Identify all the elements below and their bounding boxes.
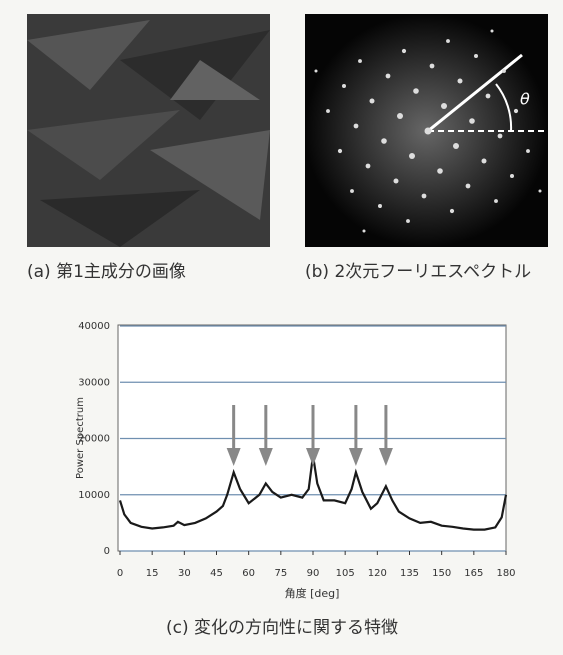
spectrum-dot — [538, 189, 541, 192]
spectrum-dot — [402, 49, 406, 53]
y-tick-label: 30000 — [78, 377, 110, 388]
x-tick-label: 30 — [178, 568, 191, 579]
spectrum-dot — [474, 54, 478, 58]
y-tick-label: 0 — [104, 546, 110, 557]
x-tick-label: 45 — [210, 568, 223, 579]
x-tick-label: 120 — [368, 568, 387, 579]
y-tick-label: 40000 — [78, 321, 110, 332]
y-tick-label: 10000 — [78, 490, 110, 501]
x-tick-label: 105 — [336, 568, 355, 579]
spectrum-dot — [446, 39, 450, 43]
spectrum-dot — [502, 69, 506, 73]
panel-b-image: θ — [305, 14, 548, 247]
spectrum-dot — [350, 189, 354, 193]
figure-canvas: θ (a) 第1主成分の画像 (b) 2次元フーリエスペクトル Power Sp… — [0, 0, 563, 655]
spectrum-dot — [409, 153, 415, 159]
spectrum-dot — [510, 174, 514, 178]
spectrum-dot — [422, 194, 427, 199]
figure: θ (a) 第1主成分の画像 (b) 2次元フーリエスペクトル Power Sp… — [0, 0, 563, 655]
spectrum-dot — [358, 59, 362, 63]
y-tick-label: 20000 — [78, 434, 110, 445]
spectrum-dot — [366, 164, 371, 169]
spectrum-dot — [406, 219, 410, 223]
x-tick-label: 135 — [400, 568, 419, 579]
spectrum-dot — [413, 88, 419, 94]
spectrum-dot — [441, 103, 447, 109]
x-tick-label: 180 — [496, 568, 515, 579]
spectrum-dot — [430, 64, 435, 69]
x-tick-label: 90 — [307, 568, 320, 579]
spectrum-dot — [457, 78, 462, 83]
spectrum-dot — [486, 94, 491, 99]
spectrum-dot — [481, 158, 486, 163]
spectrum-dot — [378, 204, 382, 208]
spectrum-dot — [326, 109, 330, 113]
spectrum-dot — [498, 134, 503, 139]
spectrum-dot — [381, 138, 387, 144]
spectrum-dot — [494, 199, 498, 203]
x-axis-label: 角度 [deg] — [285, 586, 340, 600]
spectrum-dot — [425, 128, 432, 135]
spectrum-dot — [437, 168, 443, 174]
line-chart: Power Spectrum 角度 [deg] (c) 変化の方向性に関する特徴… — [75, 321, 516, 638]
x-tick-label: 75 — [274, 568, 287, 579]
spectrum-dot — [526, 149, 530, 153]
x-tick-label: 165 — [464, 568, 483, 579]
x-tick-label: 0 — [117, 568, 123, 579]
x-tick-label: 60 — [242, 568, 255, 579]
panel-caption: (a) 第1主成分の画像 — [27, 262, 186, 282]
spectrum-dot — [514, 109, 518, 113]
spectrum-dot — [450, 209, 454, 213]
spectrum-dot — [469, 118, 475, 124]
spectrum-dot — [386, 74, 391, 79]
x-tick-label: 150 — [432, 568, 451, 579]
chart-caption: (c) 変化の方向性に関する特徴 — [166, 618, 398, 638]
spectrum-dot — [397, 113, 403, 119]
spectrum-dot — [393, 178, 398, 183]
spectrum-dot — [362, 229, 365, 232]
panel-a-image — [27, 14, 270, 247]
spectrum-dot — [342, 84, 346, 88]
spectrum-dot — [466, 184, 471, 189]
spectrum-dot — [369, 98, 374, 103]
x-tick-label: 15 — [146, 568, 159, 579]
panel-caption: (b) 2次元フーリエスペクトル — [305, 262, 531, 282]
spectrum-dot — [314, 69, 317, 72]
spectrum-dot — [453, 143, 459, 149]
spectrum-dot — [354, 124, 359, 129]
spectrum-dot — [338, 149, 342, 153]
spectrum-dot — [490, 29, 493, 32]
angle-symbol: θ — [520, 90, 530, 109]
